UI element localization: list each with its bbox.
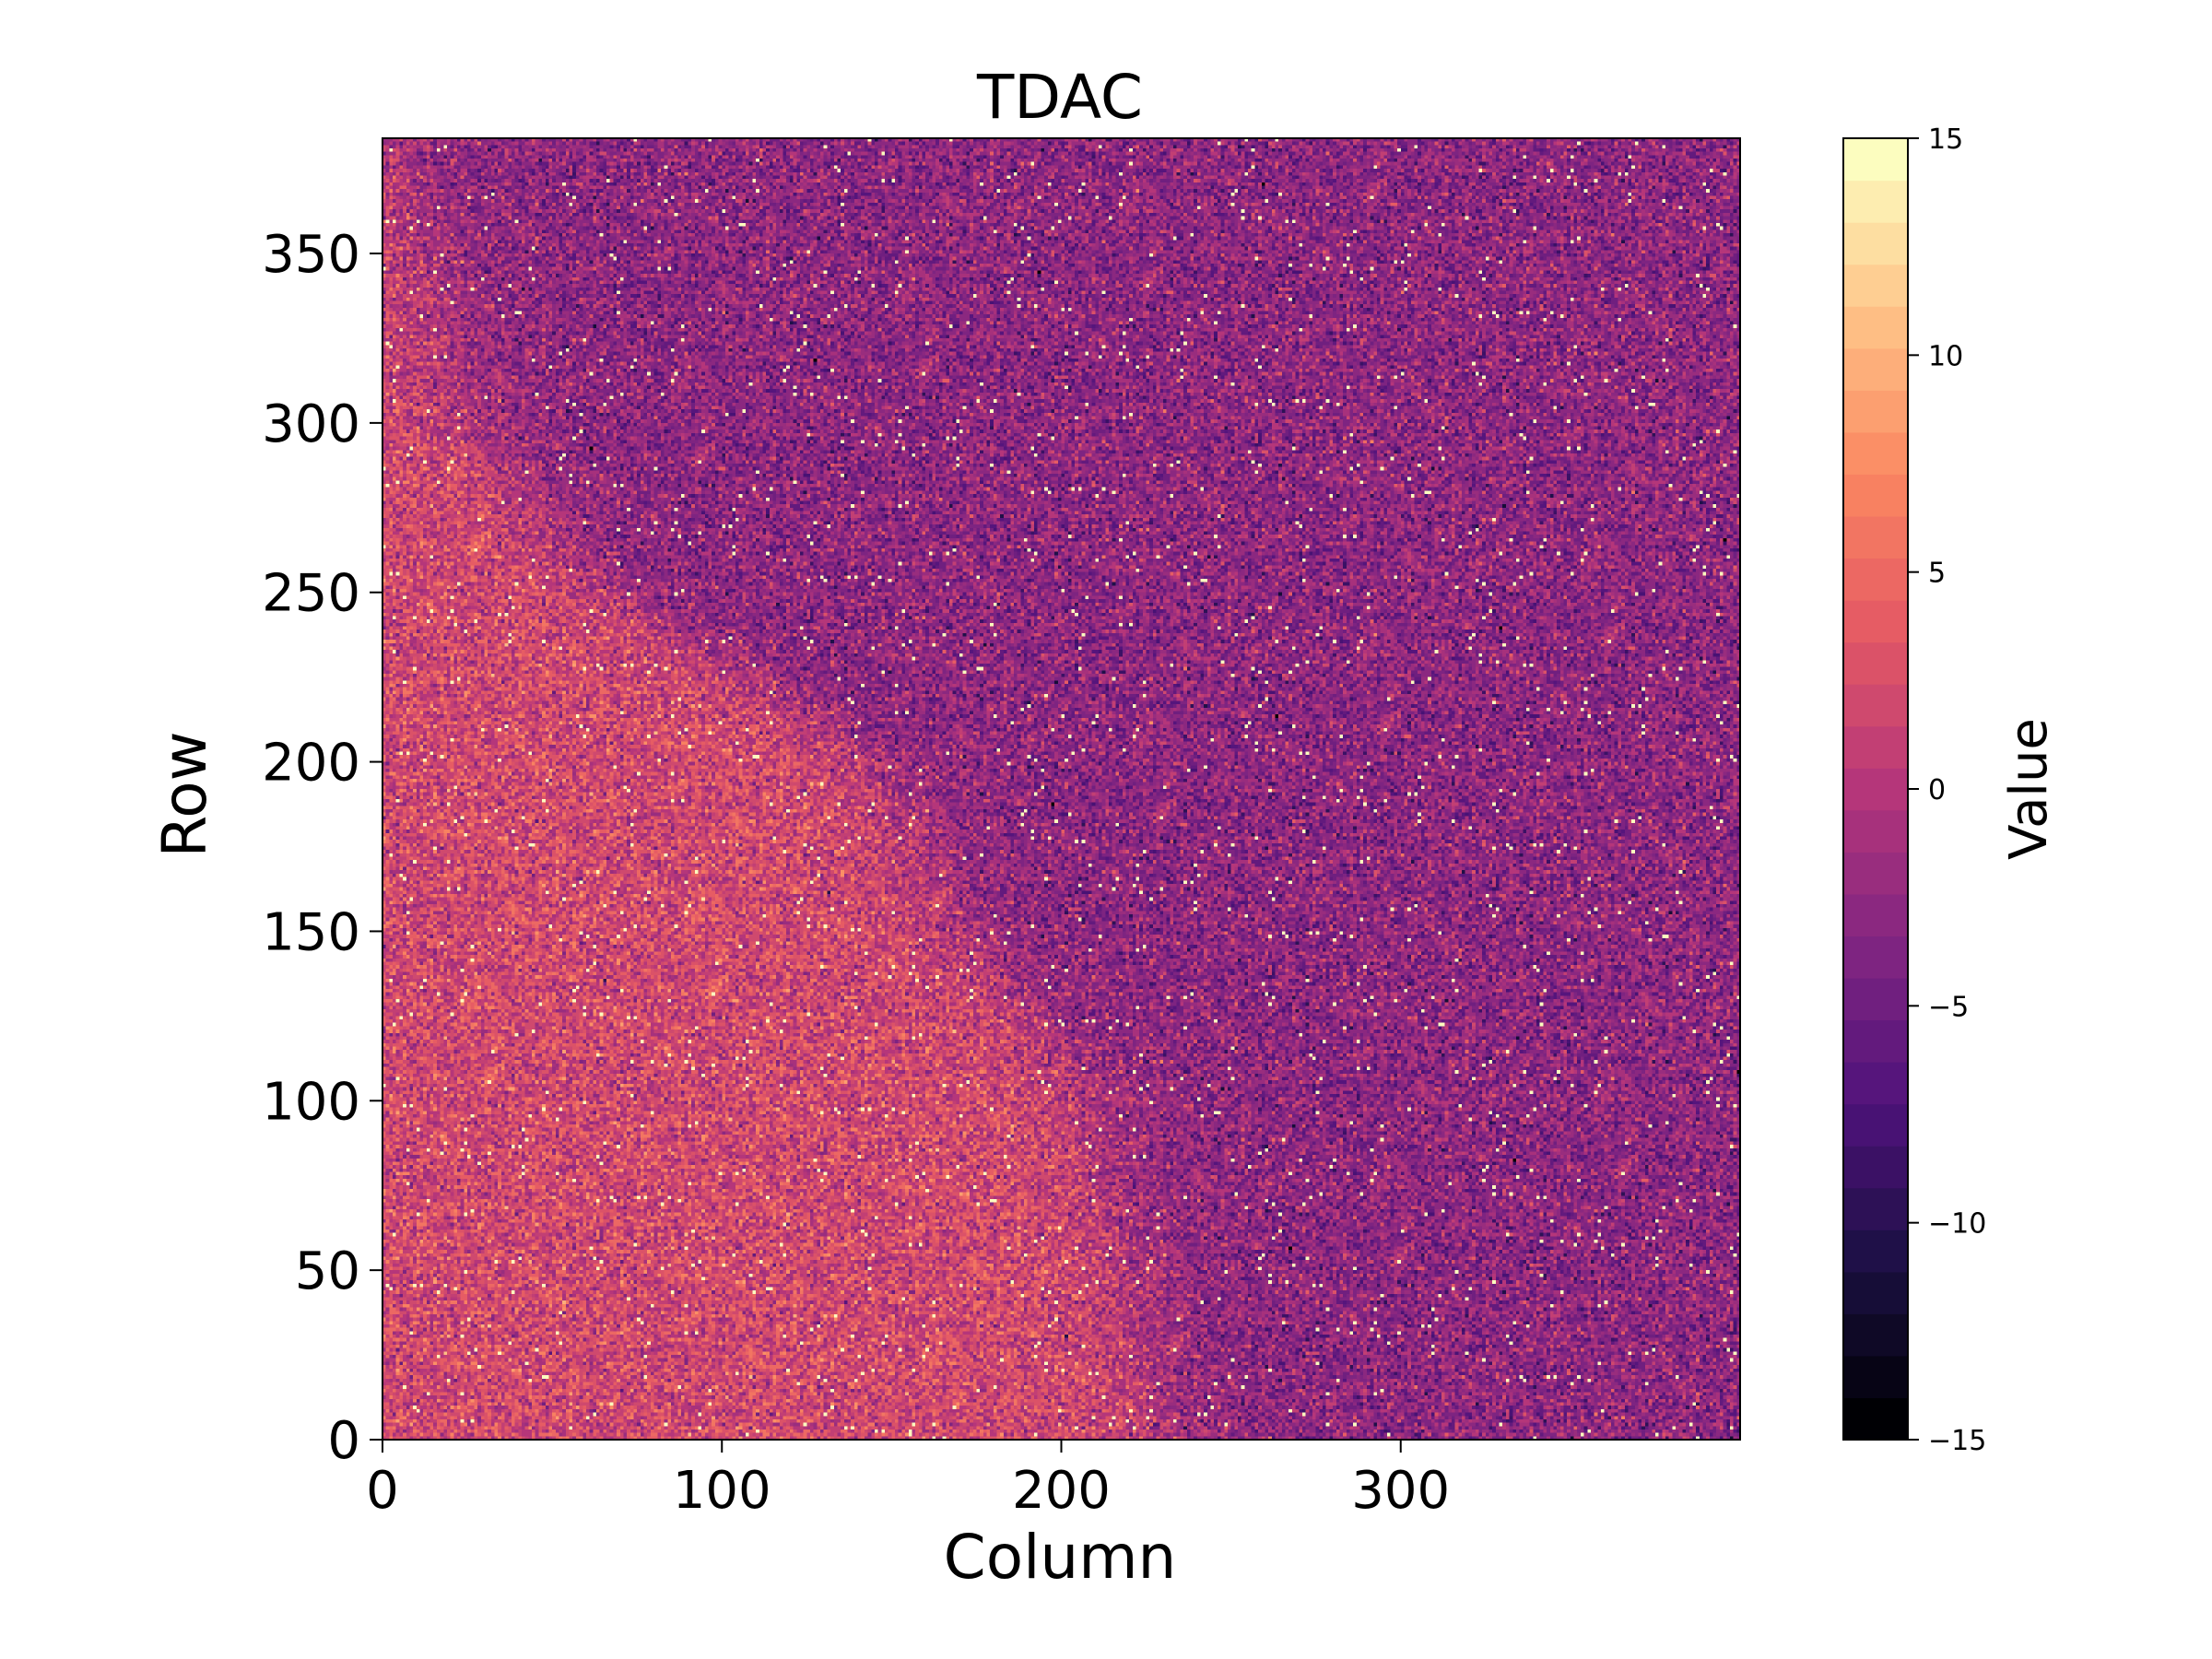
- colorbar-band: [1843, 1313, 1908, 1357]
- colorbar-tick-label: −15: [1928, 1425, 1986, 1457]
- y-tick-label: 200: [262, 734, 360, 794]
- colorbar-band: [1843, 1230, 1908, 1273]
- chart-title: TDAC: [976, 62, 1143, 133]
- colorbar-band: [1843, 641, 1908, 685]
- y-tick-label: 300: [262, 394, 360, 454]
- colorbar: −15 −10 −5 0 5 10 15 Value: [1842, 124, 2059, 1457]
- colorbar-band: [1843, 222, 1908, 265]
- x-tick-label: 100: [673, 1461, 771, 1521]
- colorbar-band: [1843, 558, 1908, 601]
- colorbar-band: [1843, 977, 1908, 1021]
- colorbar-band: [1843, 1062, 1908, 1105]
- colorbar-tick-label: 15: [1928, 124, 1963, 156]
- y-axis-ticks: 0 50 100 150 200 250 300 350: [262, 225, 382, 1471]
- colorbar-band: [1843, 390, 1908, 433]
- colorbar-band: [1843, 935, 1908, 979]
- y-tick-label: 150: [262, 902, 360, 962]
- colorbar-band: [1843, 1187, 1908, 1230]
- colorbar-band: [1843, 852, 1908, 895]
- y-axis-label: Row: [149, 731, 220, 857]
- colorbar-tick-label: 10: [1928, 340, 1963, 372]
- colorbar-band: [1843, 1019, 1908, 1063]
- colorbar-band: [1843, 1355, 1908, 1399]
- colorbar-band: [1843, 306, 1908, 349]
- colorbar-band: [1843, 138, 1908, 182]
- colorbar-band: [1843, 768, 1908, 811]
- y-tick-label: 250: [262, 564, 360, 624]
- colorbar-band: [1843, 347, 1908, 391]
- y-tick-label: 350: [262, 225, 360, 285]
- colorbar-band: [1843, 474, 1908, 517]
- y-tick-label: 100: [262, 1072, 360, 1132]
- colorbar-band: [1843, 684, 1908, 727]
- colorbar-band: [1843, 725, 1908, 769]
- x-axis-label: Column: [944, 1522, 1177, 1593]
- colorbar-band: [1843, 1146, 1908, 1189]
- colorbar-band: [1843, 264, 1908, 307]
- colorbar-band: [1843, 809, 1908, 853]
- plot-area: [382, 137, 1741, 1441]
- y-tick-label: 50: [295, 1241, 360, 1301]
- colorbar-band: [1843, 180, 1908, 223]
- colorbar-tick-label: 5: [1928, 558, 1946, 590]
- x-tick-label: 300: [1351, 1461, 1450, 1521]
- colorbar-label: Value: [1999, 718, 2059, 860]
- x-tick-label: 200: [1012, 1461, 1111, 1521]
- colorbar-band: [1843, 1103, 1908, 1147]
- colorbar-band: [1843, 515, 1908, 559]
- colorbar-band: [1843, 431, 1908, 475]
- y-tick-label: 0: [327, 1411, 360, 1471]
- heatmap-image: [382, 138, 1740, 1440]
- colorbar-tick-label: 0: [1928, 774, 1946, 806]
- colorbar-bands: [1843, 138, 1908, 1441]
- x-tick-label: 0: [366, 1461, 399, 1521]
- x-axis-ticks: 0 100 200 300: [366, 1440, 1450, 1521]
- colorbar-band: [1843, 893, 1908, 937]
- colorbar-tick-label: −10: [1928, 1208, 1986, 1241]
- colorbar-band: [1843, 600, 1908, 643]
- colorbar-band: [1843, 1271, 1908, 1314]
- colorbar-ticks: −15 −10 −5 0 5 10 15: [1908, 124, 1986, 1457]
- colorbar-band: [1843, 1397, 1908, 1441]
- colorbar-tick-label: −5: [1928, 991, 1969, 1023]
